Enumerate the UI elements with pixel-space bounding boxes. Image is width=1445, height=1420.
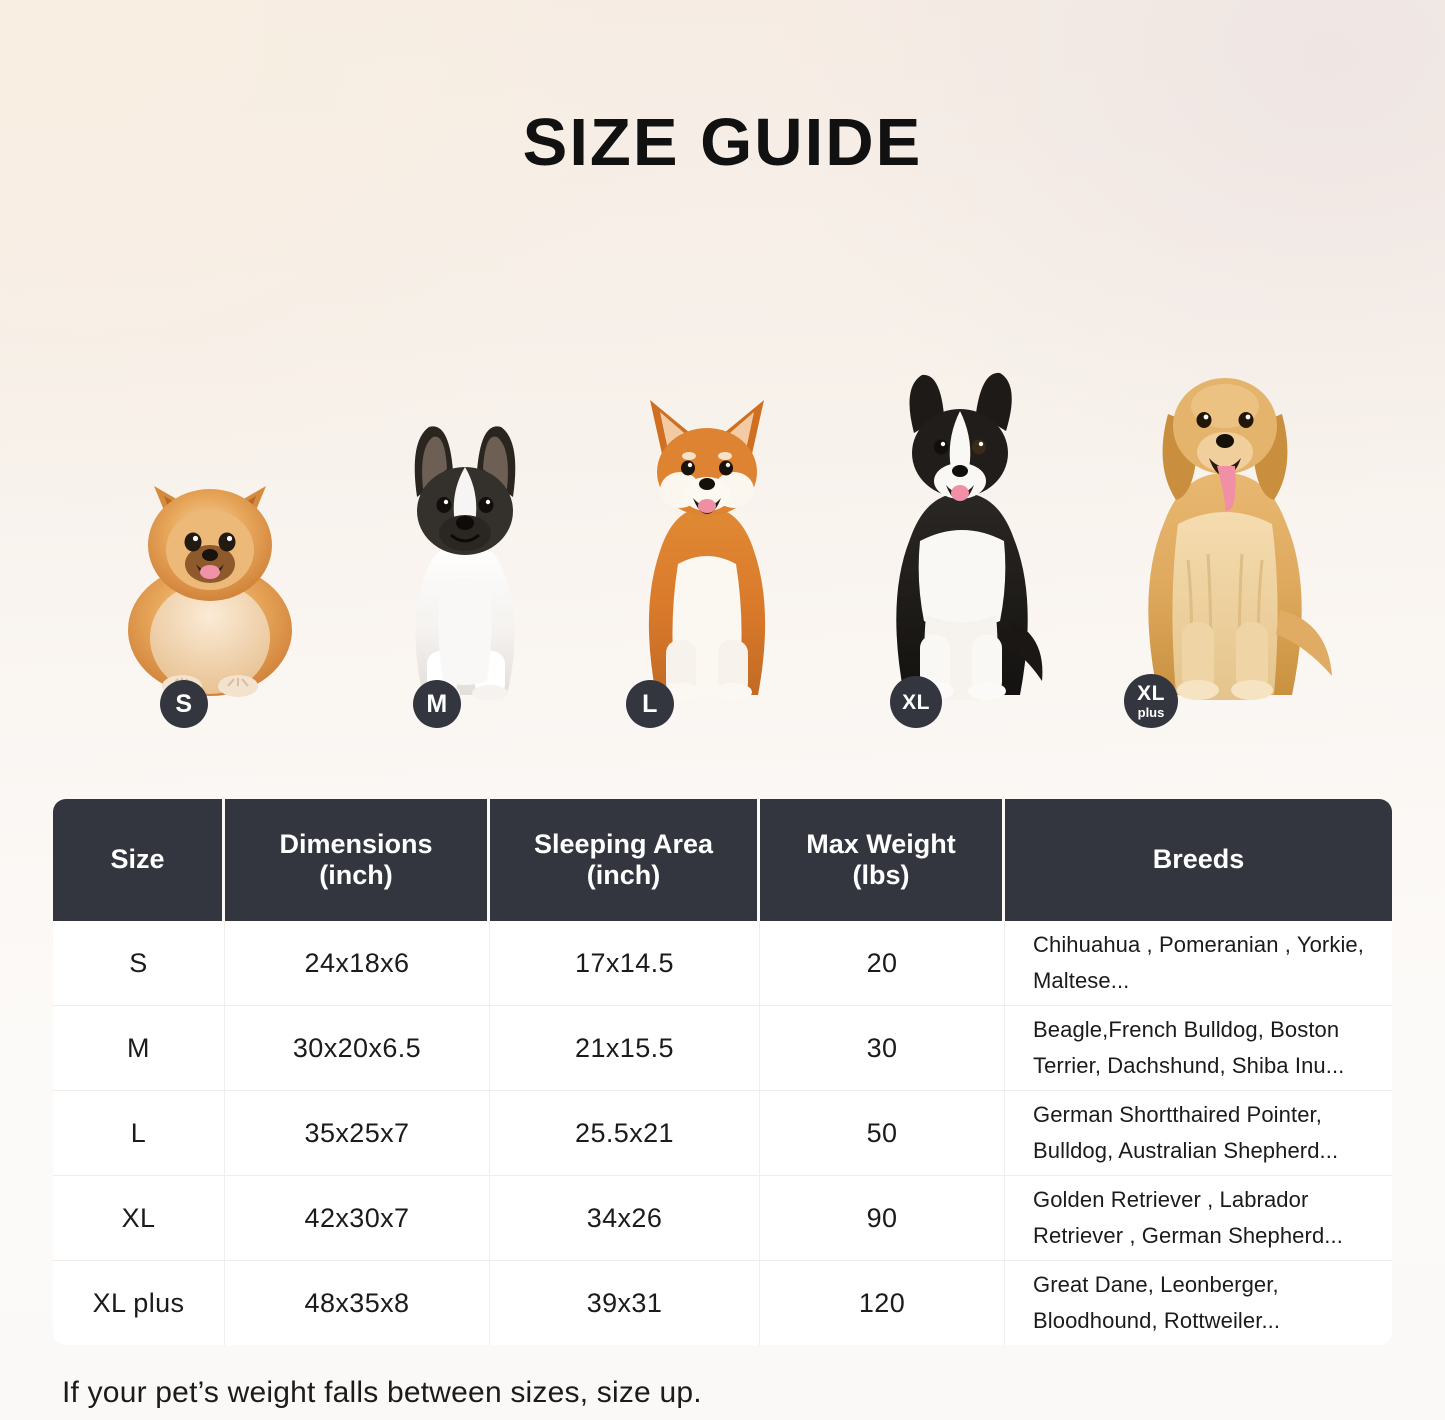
- dog-slot-l: L: [600, 350, 815, 728]
- footnote: If your pet’s weight falls between sizes…: [62, 1376, 702, 1409]
- cell-size: S: [53, 921, 225, 1005]
- size-badge-m-label: M: [426, 689, 448, 718]
- cell-dimensions: 30x20x6.5: [225, 1006, 490, 1090]
- size-badge-s-label: S: [175, 689, 193, 718]
- size-badge-xl: XL: [890, 676, 942, 728]
- cell-size: XL plus: [53, 1261, 225, 1345]
- column-header-max-weight: Max Weight (lbs): [760, 799, 1005, 921]
- cell-size: XL: [53, 1176, 225, 1260]
- cell-max-weight: 90: [760, 1176, 1005, 1260]
- cell-max-weight: 120: [760, 1261, 1005, 1345]
- table-row: XL plus 48x35x8 39x31 120 Great Dane, Le…: [53, 1260, 1392, 1345]
- cell-dimensions: 24x18x6: [225, 921, 490, 1005]
- cell-max-weight: 30: [760, 1006, 1005, 1090]
- cell-sleeping-area: 17x14.5: [490, 921, 760, 1005]
- border-collie-svg: [896, 372, 1043, 702]
- dog-slot-xl-plus: XL plus: [1100, 310, 1350, 728]
- size-badge-xl-plus-sub: plus: [1137, 705, 1165, 720]
- size-badge-xl-label: XL: [902, 690, 930, 714]
- cell-sleeping-area: 25.5x21: [490, 1091, 760, 1175]
- cell-breeds: German Shortthaired Pointer, Bulldog, Au…: [1033, 1102, 1339, 1163]
- size-badge-xl-plus-label: XL: [1137, 682, 1165, 705]
- column-header-breeds: Breeds: [1005, 799, 1392, 921]
- cell-max-weight: 20: [760, 921, 1005, 1005]
- size-badge-l-label: L: [642, 689, 658, 718]
- golden-retriever-illustration: [1100, 310, 1350, 702]
- size-badge-s: S: [160, 680, 208, 728]
- cell-sleeping-area: 39x31: [490, 1261, 760, 1345]
- dog-slot-m: M: [365, 405, 565, 728]
- dog-slot-s: S: [110, 460, 310, 728]
- size-badge-l: L: [626, 680, 674, 728]
- cell-dimensions: 42x30x7: [225, 1176, 490, 1260]
- cell-dimensions: 48x35x8: [225, 1261, 490, 1345]
- cell-breeds: Golden Retriever , Labrador Retriever , …: [1033, 1187, 1343, 1248]
- cell-dimensions: 35x25x7: [225, 1091, 490, 1175]
- column-header-dimensions-line2: (inch): [319, 860, 393, 890]
- shiba-inu-illustration: [600, 350, 815, 701]
- column-header-size: Size: [53, 799, 225, 921]
- table-header-row: Size Dimensions (inch) Sleeping Area (in…: [53, 799, 1392, 921]
- size-badge-m: M: [413, 680, 461, 728]
- size-table: Size Dimensions (inch) Sleeping Area (in…: [53, 799, 1392, 1345]
- column-header-max-weight-line1: Max Weight: [806, 828, 956, 859]
- column-header-max-weight-line2: (lbs): [852, 860, 910, 890]
- shiba-inu-svg: [648, 400, 766, 701]
- table-row: S 24x18x6 17x14.5 20 Chihuahua , Pomeran…: [53, 921, 1392, 1005]
- size-badge-xl-plus: XL plus: [1124, 674, 1178, 728]
- french-bulldog-illustration: [365, 405, 565, 701]
- column-header-size-label: Size: [110, 844, 165, 875]
- dog-size-lineup: S: [60, 300, 1390, 728]
- column-header-dimensions-line1: Dimensions: [279, 828, 433, 859]
- page-title: SIZE GUIDE: [522, 105, 923, 180]
- cell-size: M: [53, 1006, 225, 1090]
- golden-retriever-svg: [1148, 378, 1332, 702]
- cell-breeds: Beagle,French Bulldog, Boston Terrier, D…: [1033, 1017, 1345, 1078]
- french-bulldog-svg: [414, 426, 516, 701]
- cell-sleeping-area: 34x26: [490, 1176, 760, 1260]
- pomeranian-illustration: [110, 460, 310, 700]
- table-row: L 35x25x7 25.5x21 50 German Shortthaired…: [53, 1090, 1392, 1175]
- table-body: S 24x18x6 17x14.5 20 Chihuahua , Pomeran…: [53, 921, 1392, 1345]
- cell-size: L: [53, 1091, 225, 1175]
- pomeranian-svg: [128, 486, 292, 697]
- column-header-sleeping-area-line1: Sleeping Area: [533, 828, 714, 859]
- column-header-sleeping-area-line2: (inch): [586, 860, 661, 890]
- column-header-sleeping-area: Sleeping Area (inch): [490, 799, 760, 921]
- cell-breeds: Chihuahua , Pomeranian , Yorkie, Maltese…: [1033, 932, 1364, 993]
- cell-max-weight: 50: [760, 1091, 1005, 1175]
- column-header-breeds-label: Breeds: [1152, 844, 1245, 875]
- border-collie-illustration: [850, 335, 1065, 702]
- dog-slot-xl: XL: [850, 335, 1065, 728]
- table-row: M 30x20x6.5 21x15.5 30 Beagle,French Bul…: [53, 1005, 1392, 1090]
- column-header-dimensions: Dimensions (inch): [225, 799, 490, 921]
- cell-sleeping-area: 21x15.5: [490, 1006, 760, 1090]
- cell-breeds: Great Dane, Leonberger, Bloodhound, Rott…: [1033, 1272, 1281, 1333]
- table-row: XL 42x30x7 34x26 90 Golden Retriever , L…: [53, 1175, 1392, 1260]
